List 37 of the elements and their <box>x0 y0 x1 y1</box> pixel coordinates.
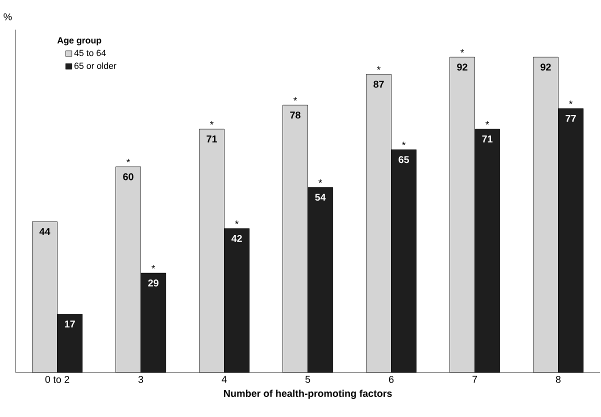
data-label: 77 <box>566 114 576 122</box>
annotation: * <box>152 265 156 269</box>
x-tick-label: 4 <box>222 376 227 383</box>
data-label: 71 <box>206 136 217 142</box>
data-label: 60 <box>123 173 134 180</box>
x-axis-title: Number of health-promoting factors <box>224 390 392 399</box>
data-label: 71 <box>482 136 492 142</box>
data-label: 42 <box>231 234 242 242</box>
annotation: * <box>126 158 130 162</box>
data-label: 87 <box>374 80 384 88</box>
x-tick-label: 5 <box>305 376 310 383</box>
x-tick-label: 3 <box>138 376 144 383</box>
annotation: * <box>376 66 381 70</box>
legend-label: 45 to 64 <box>74 50 106 56</box>
annotation: * <box>293 97 298 101</box>
legend-title: Age group <box>57 37 102 46</box>
legend-label: 65 or older <box>74 62 116 69</box>
data-label: 29 <box>148 279 158 286</box>
annotation: * <box>486 121 490 125</box>
data-label: 44 <box>39 228 50 235</box>
x-tick-label: 6 <box>389 376 394 383</box>
annotation: * <box>569 100 573 104</box>
annotation: * <box>235 220 239 224</box>
annotation: * <box>460 49 464 53</box>
data-label: 78 <box>290 112 300 119</box>
x-tick-label: 8 <box>556 376 561 383</box>
y-axis-title: % <box>4 13 12 20</box>
data-label: 17 <box>64 320 75 328</box>
data-label: 54 <box>315 194 326 201</box>
annotation: * <box>210 121 214 125</box>
data-label: 65 <box>398 156 410 164</box>
x-tick-label: 7 <box>472 376 478 383</box>
x-tick-label: 0 to 2 <box>45 376 70 383</box>
data-label: 92 <box>540 64 551 71</box>
annotation: * <box>402 142 406 146</box>
annotation: * <box>318 179 322 183</box>
data-label: 92 <box>457 64 468 71</box>
